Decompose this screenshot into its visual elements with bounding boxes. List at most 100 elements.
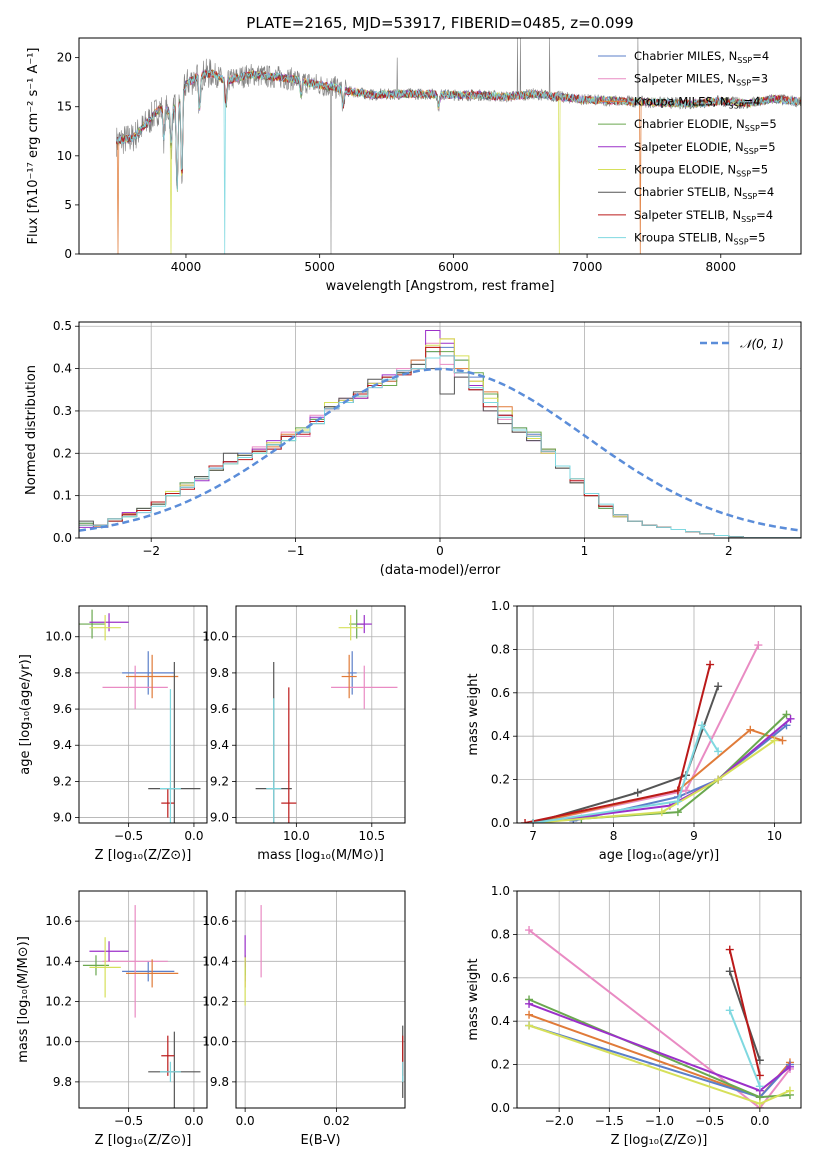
- weight-series: [528, 929, 791, 1108]
- spectrum-model-line: [116, 69, 801, 254]
- y-tick-label: 10: [57, 149, 72, 163]
- weight-marker: [786, 714, 795, 723]
- weight-marker: [755, 1082, 764, 1091]
- weight-marker: [673, 808, 682, 817]
- x-tick-label: −1.0: [645, 1114, 674, 1128]
- y-tick-label: 9.4: [210, 738, 229, 752]
- x-tick-label: 2: [725, 544, 733, 558]
- errorbar-point: [159, 1061, 181, 1082]
- errorbar-point: [102, 665, 168, 710]
- x-tick-label: 7: [529, 829, 537, 843]
- axes-frame: [78, 321, 802, 539]
- weight-series: [532, 728, 783, 823]
- weight-marker: [706, 660, 715, 669]
- x-tick-label: 0.0: [236, 1114, 255, 1128]
- weight-marker: [525, 1010, 534, 1019]
- legend-label: Chabrier ELODIE, NSSP=5: [634, 117, 777, 133]
- weight-marker: [785, 1062, 794, 1071]
- plot-area: [116, 38, 801, 254]
- y-tick-label: 0.6: [491, 686, 510, 700]
- x-tick-label: 0.0: [184, 1114, 203, 1128]
- plot-area: [255, 609, 398, 823]
- y-tick-label: 0.8: [491, 927, 510, 941]
- x-tick-label: 10: [767, 829, 782, 843]
- mass-vs-reddening-axes: 0.0 0.02 9.8 10.0 10.2 10.4 10.6 E(B-V): [202, 890, 406, 1148]
- spectrum-legend: Chabrier MILES, NSSP=4 Salpeter MILES, NS…: [598, 49, 777, 247]
- mass-vs-metallicity-axes: −0.5 0.0 9.8 10.0 10.2 10.4 10.6 Z [log₁₀(Z/Z⊙)…: [16, 890, 208, 1148]
- histogram-series: [79, 355, 801, 538]
- x-tick-label: 0.02: [323, 1114, 350, 1128]
- y-tick-label: 15: [57, 100, 72, 114]
- errorbar-point: [356, 615, 372, 634]
- weight-marker: [754, 641, 763, 650]
- x-tick-label: 0.0: [750, 1114, 769, 1128]
- weight-marker: [778, 736, 787, 745]
- weight-marker: [633, 788, 642, 797]
- x-axis-label: (data-model)/error: [380, 563, 501, 578]
- axes-frame: [78, 605, 208, 824]
- plot-area: [79, 609, 201, 823]
- x-tick-label: 10.5: [358, 829, 385, 843]
- axes-frame: [235, 605, 406, 824]
- y-tick-label: 10.0: [202, 1035, 229, 1049]
- y-tick-label: 10.0: [45, 1035, 72, 1049]
- y-tick-label: 9.0: [210, 811, 229, 825]
- weight-marker: [714, 682, 723, 691]
- y-tick-label: 1.0: [491, 599, 510, 613]
- x-tick-label: −2: [142, 544, 160, 558]
- axes-frame: [78, 890, 208, 1109]
- weight-marker: [525, 999, 534, 1008]
- y-tick-label: 10.2: [45, 995, 72, 1009]
- errorbar-point: [89, 941, 129, 962]
- x-tick-label: 4000: [171, 260, 202, 274]
- errorbar-point: [122, 651, 175, 695]
- y-tick-label: 9.6: [210, 702, 229, 716]
- weight-marker: [657, 808, 666, 817]
- y-tick-label: 10.2: [202, 995, 229, 1009]
- plot-area: [82, 905, 201, 1108]
- y-axis-label: mass [log₁₀(M/M⊙)]: [16, 936, 31, 1063]
- legend-label: Kroupa STELIB, NSSP=5: [634, 231, 765, 247]
- y-tick-label: 10.0: [202, 630, 229, 644]
- weight-marker: [698, 721, 707, 730]
- weight-marker: [714, 747, 723, 756]
- errorbar-point: [122, 961, 175, 982]
- weight-marker: [746, 725, 755, 734]
- weight-marker: [714, 775, 723, 784]
- y-tick-label: 9.8: [53, 1075, 72, 1089]
- y-tick-label: 5: [64, 198, 72, 212]
- weight-marker: [525, 926, 534, 935]
- x-axis-label: E(B-V): [300, 1133, 340, 1148]
- plot-area: [244, 905, 404, 1098]
- weight-marker: [755, 1099, 764, 1108]
- errorbar-point: [331, 665, 398, 710]
- errorbar-point: [281, 687, 297, 823]
- errorbar-point: [89, 615, 121, 641]
- weight-marker: [770, 736, 779, 745]
- y-tick-label: 0.3: [53, 404, 72, 418]
- y-tick-label: 10.6: [202, 914, 229, 928]
- weight-series: [532, 723, 719, 823]
- age-vs-mass-axes: 10.0 10.5 9.0 9.2 9.4 9.6 9.8 10.0 mass [log₁₀(M…: [202, 605, 406, 863]
- weight-series: [532, 685, 720, 823]
- plot-area: [521, 641, 795, 823]
- x-tick-label: 8: [610, 829, 618, 843]
- x-tick-label: 1: [581, 544, 589, 558]
- legend-label: Salpeter ELODIE, NSSP=5: [634, 140, 776, 156]
- x-tick-label: −1: [287, 544, 305, 558]
- axes-frame: [516, 605, 802, 824]
- normal-curve: [79, 367, 801, 532]
- x-tick-label: 8000: [706, 260, 737, 274]
- y-tick-label: 1.0: [491, 884, 510, 898]
- errorbar-point: [161, 1035, 175, 1076]
- axes-frame: [235, 890, 406, 1109]
- y-tick-label: 9.8: [210, 666, 229, 680]
- y-tick-label: 0.2: [491, 773, 510, 787]
- axes-frame: [516, 890, 802, 1109]
- y-axis-label: age [log₁₀(age/yr)]: [18, 654, 33, 775]
- weight-series: [533, 739, 776, 823]
- legend-label: Chabrier MILES, NSSP=4: [634, 49, 769, 65]
- y-tick-label: 10.4: [202, 954, 229, 968]
- weight-marker: [755, 1071, 764, 1080]
